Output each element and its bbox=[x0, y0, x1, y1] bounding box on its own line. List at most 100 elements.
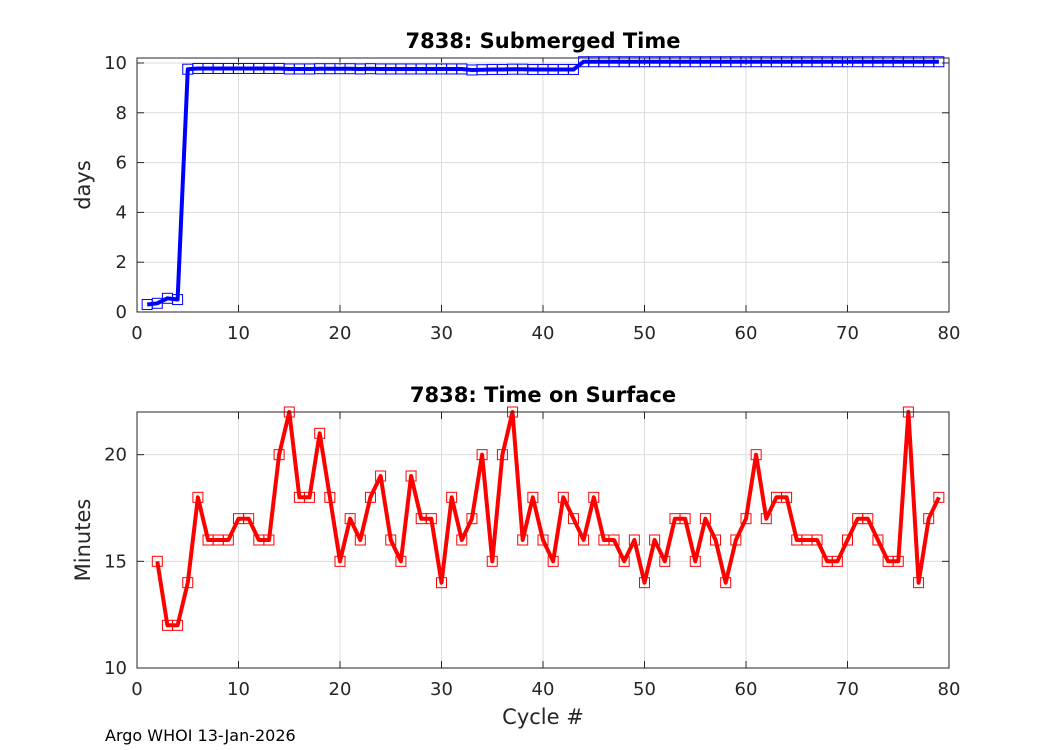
surface-data-point bbox=[750, 449, 762, 461]
submerged-data-point bbox=[567, 63, 579, 75]
surface-data-point bbox=[517, 534, 529, 546]
submerged-y-tick-labels: 0 2 4 6 8 10 bbox=[104, 53, 127, 323]
submerged-chart-title: 7838: Submerged Time bbox=[405, 29, 680, 53]
surface-y-tick-label: 15 bbox=[104, 551, 127, 572]
surface-data-point bbox=[354, 534, 366, 546]
surface-y-tick-label: 10 bbox=[104, 658, 127, 679]
surface-axes-frame bbox=[136, 411, 950, 669]
surface-data-point bbox=[425, 513, 437, 525]
surface-data-point bbox=[222, 534, 234, 546]
surface-data-point bbox=[537, 534, 549, 546]
surface-x-tick-label: 60 bbox=[735, 679, 758, 700]
surface-x-tick-label: 50 bbox=[633, 679, 656, 700]
surface-data-point bbox=[476, 449, 488, 461]
surface-data-point bbox=[182, 577, 194, 589]
surface-x-tick-labels: 0 10 20 30 40 50 60 70 80 bbox=[131, 679, 960, 700]
surface-x-tick-label: 80 bbox=[938, 679, 961, 700]
surface-x-tick-label: 70 bbox=[836, 679, 859, 700]
surface-data-point bbox=[456, 534, 468, 546]
submerged-y-tick-label: 2 bbox=[116, 252, 127, 273]
surface-data-point bbox=[933, 491, 945, 503]
surface-data-point bbox=[618, 555, 630, 567]
surface-y-tick-labels: 10 15 20 bbox=[104, 445, 127, 679]
surface-data-point bbox=[760, 513, 772, 525]
surface-data-point bbox=[872, 534, 884, 546]
surface-data-point bbox=[862, 513, 874, 525]
surface-x-tick-label: 10 bbox=[227, 679, 250, 700]
submerged-y-tick-label: 4 bbox=[116, 202, 127, 223]
surface-data-point bbox=[151, 555, 163, 567]
submerged-data-point bbox=[172, 294, 184, 306]
surface-data-point bbox=[273, 449, 285, 461]
surface-data-point bbox=[557, 491, 569, 503]
submerged-x-tick-label: 20 bbox=[329, 323, 352, 344]
surface-series-line bbox=[155, 410, 941, 628]
surface-data-point bbox=[628, 534, 640, 546]
surface-chart-title: 7838: Time on Surface bbox=[410, 383, 676, 407]
surface-data-point bbox=[243, 513, 255, 525]
surface-data-point bbox=[578, 534, 590, 546]
surface-x-tick-label: 40 bbox=[532, 679, 555, 700]
surface-data-point bbox=[699, 513, 711, 525]
submerged-y-tick-label: 0 bbox=[116, 302, 127, 323]
surface-data-point bbox=[364, 491, 376, 503]
surface-data-point bbox=[679, 513, 691, 525]
submerged-x-tick-label: 40 bbox=[532, 323, 555, 344]
submerged-time-chart: 0 10 20 30 40 50 60 70 80 0 2 4 6 8 10 7838: Submerge… bbox=[71, 29, 960, 344]
surface-data-point bbox=[486, 555, 498, 567]
surface-data-point bbox=[923, 513, 935, 525]
submerged-x-tick-label: 60 bbox=[735, 323, 758, 344]
surface-data-point bbox=[466, 513, 478, 525]
submerged-series bbox=[141, 56, 945, 311]
surface-data-point bbox=[527, 491, 539, 503]
surface-data-point bbox=[710, 534, 722, 546]
surface-data-point bbox=[811, 534, 823, 546]
surface-data-point bbox=[334, 555, 346, 567]
surface-data-point bbox=[496, 449, 508, 461]
surface-data-point bbox=[740, 513, 752, 525]
surface-data-point bbox=[314, 427, 326, 439]
submerged-y-tick-label: 10 bbox=[104, 53, 127, 74]
submerged-axes-frame bbox=[136, 57, 950, 313]
surface-data-point bbox=[730, 534, 742, 546]
surface-data-point bbox=[913, 577, 925, 589]
surface-data-point bbox=[263, 534, 275, 546]
surface-data-point bbox=[659, 555, 671, 567]
surface-data-point bbox=[567, 513, 579, 525]
submerged-x-tick-label: 80 bbox=[938, 323, 961, 344]
surface-series bbox=[151, 406, 945, 631]
submerged-x-tick-label: 50 bbox=[633, 323, 656, 344]
surface-data-point bbox=[375, 470, 387, 482]
surface-data-point bbox=[588, 491, 600, 503]
surface-data-point bbox=[304, 491, 316, 503]
submerged-x-tick-labels: 0 10 20 30 40 50 60 70 80 bbox=[131, 323, 960, 344]
surface-data-point bbox=[395, 555, 407, 567]
surface-data-point bbox=[649, 534, 661, 546]
surface-data-point bbox=[324, 491, 336, 503]
surface-data-point bbox=[446, 491, 458, 503]
surface-data-point bbox=[405, 470, 417, 482]
submerged-x-tick-label: 0 bbox=[131, 323, 142, 344]
surface-data-point bbox=[831, 555, 843, 567]
submerged-x-tick-label: 30 bbox=[430, 323, 453, 344]
surface-data-point bbox=[689, 555, 701, 567]
surface-x-tick-label: 0 bbox=[131, 679, 142, 700]
submerged-y-tick-label: 8 bbox=[116, 103, 127, 124]
surface-data-point bbox=[720, 577, 732, 589]
surface-x-axis-label: Cycle # bbox=[502, 705, 584, 729]
surface-x-tick-label: 30 bbox=[430, 679, 453, 700]
surface-y-axis-label: Minutes bbox=[71, 499, 95, 582]
surface-data-point bbox=[608, 534, 620, 546]
surface-data-point bbox=[842, 534, 853, 546]
submerged-series-line bbox=[146, 59, 939, 307]
surface-data-point bbox=[547, 555, 559, 567]
submerged-data-point bbox=[933, 56, 945, 68]
surface-data-point bbox=[781, 491, 793, 503]
surface-data-point bbox=[385, 534, 397, 546]
surface-data-point bbox=[172, 619, 184, 631]
surface-data-point bbox=[344, 513, 356, 525]
surface-data-point bbox=[192, 491, 204, 503]
submerged-y-axis-label: days bbox=[71, 160, 95, 210]
